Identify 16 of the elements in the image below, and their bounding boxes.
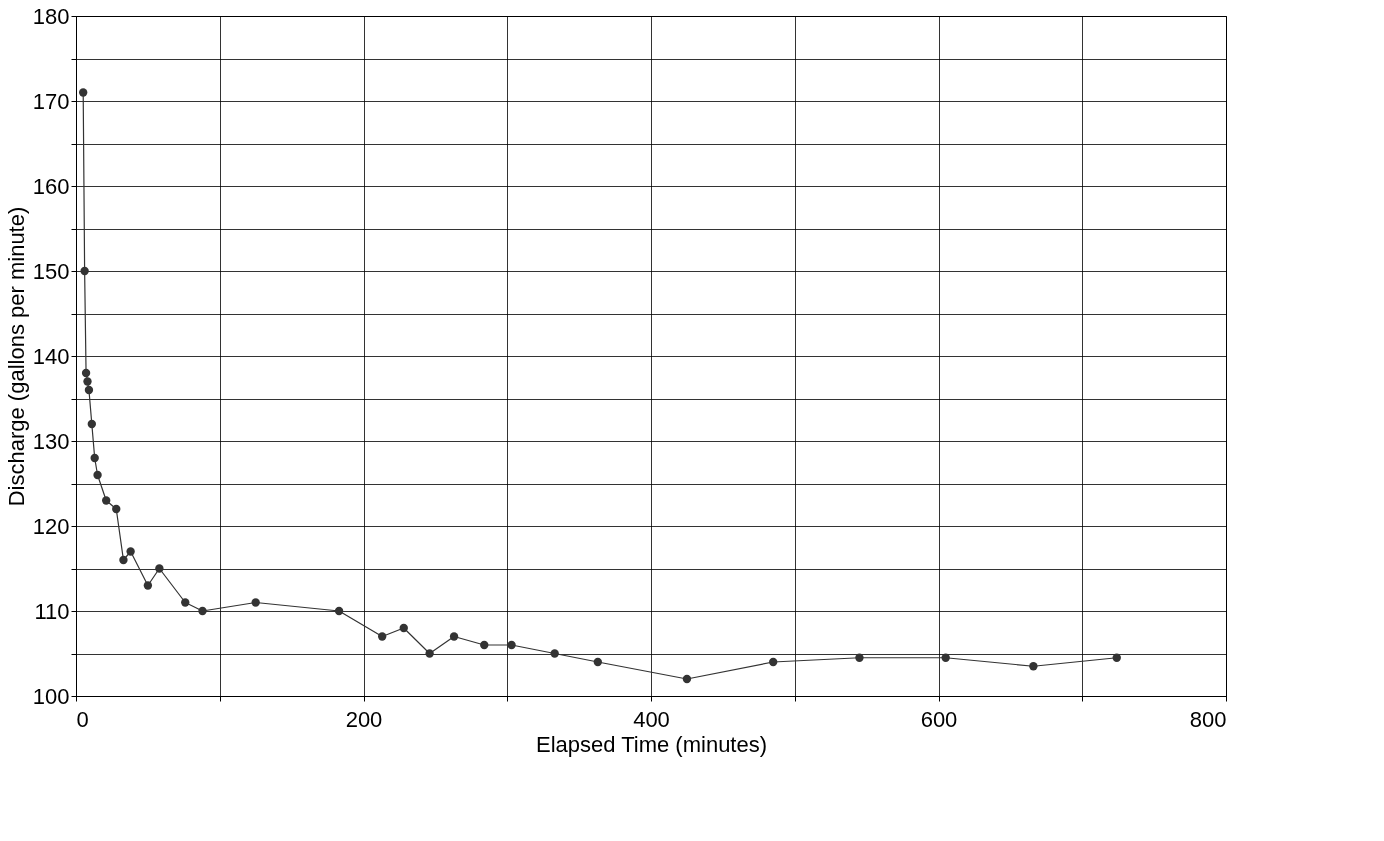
y-tick-label: 160 (32, 173, 70, 199)
y-tick-label: 150 (32, 258, 70, 284)
x-tick-label: 400 (633, 706, 670, 732)
x-tick-label: 0 (76, 706, 89, 732)
y-tick-label: 170 (32, 88, 70, 114)
y-tick-label: 140 (32, 343, 70, 369)
y-tick-label: 180 (32, 3, 70, 29)
x-tick-label: 600 (920, 706, 958, 732)
y-tick-label: 100 (32, 683, 70, 709)
y-axis-title: Discharge (gallons per minute) (3, 206, 29, 507)
x-tick-label: 200 (345, 706, 383, 732)
x-tick-label: 800 (1189, 706, 1227, 732)
y-tick-label: 120 (32, 513, 70, 539)
y-tick-label: 110 (34, 598, 70, 624)
y-tick-label: 130 (32, 428, 70, 454)
x-axis-title: Elapsed Time (minutes) (535, 731, 768, 757)
